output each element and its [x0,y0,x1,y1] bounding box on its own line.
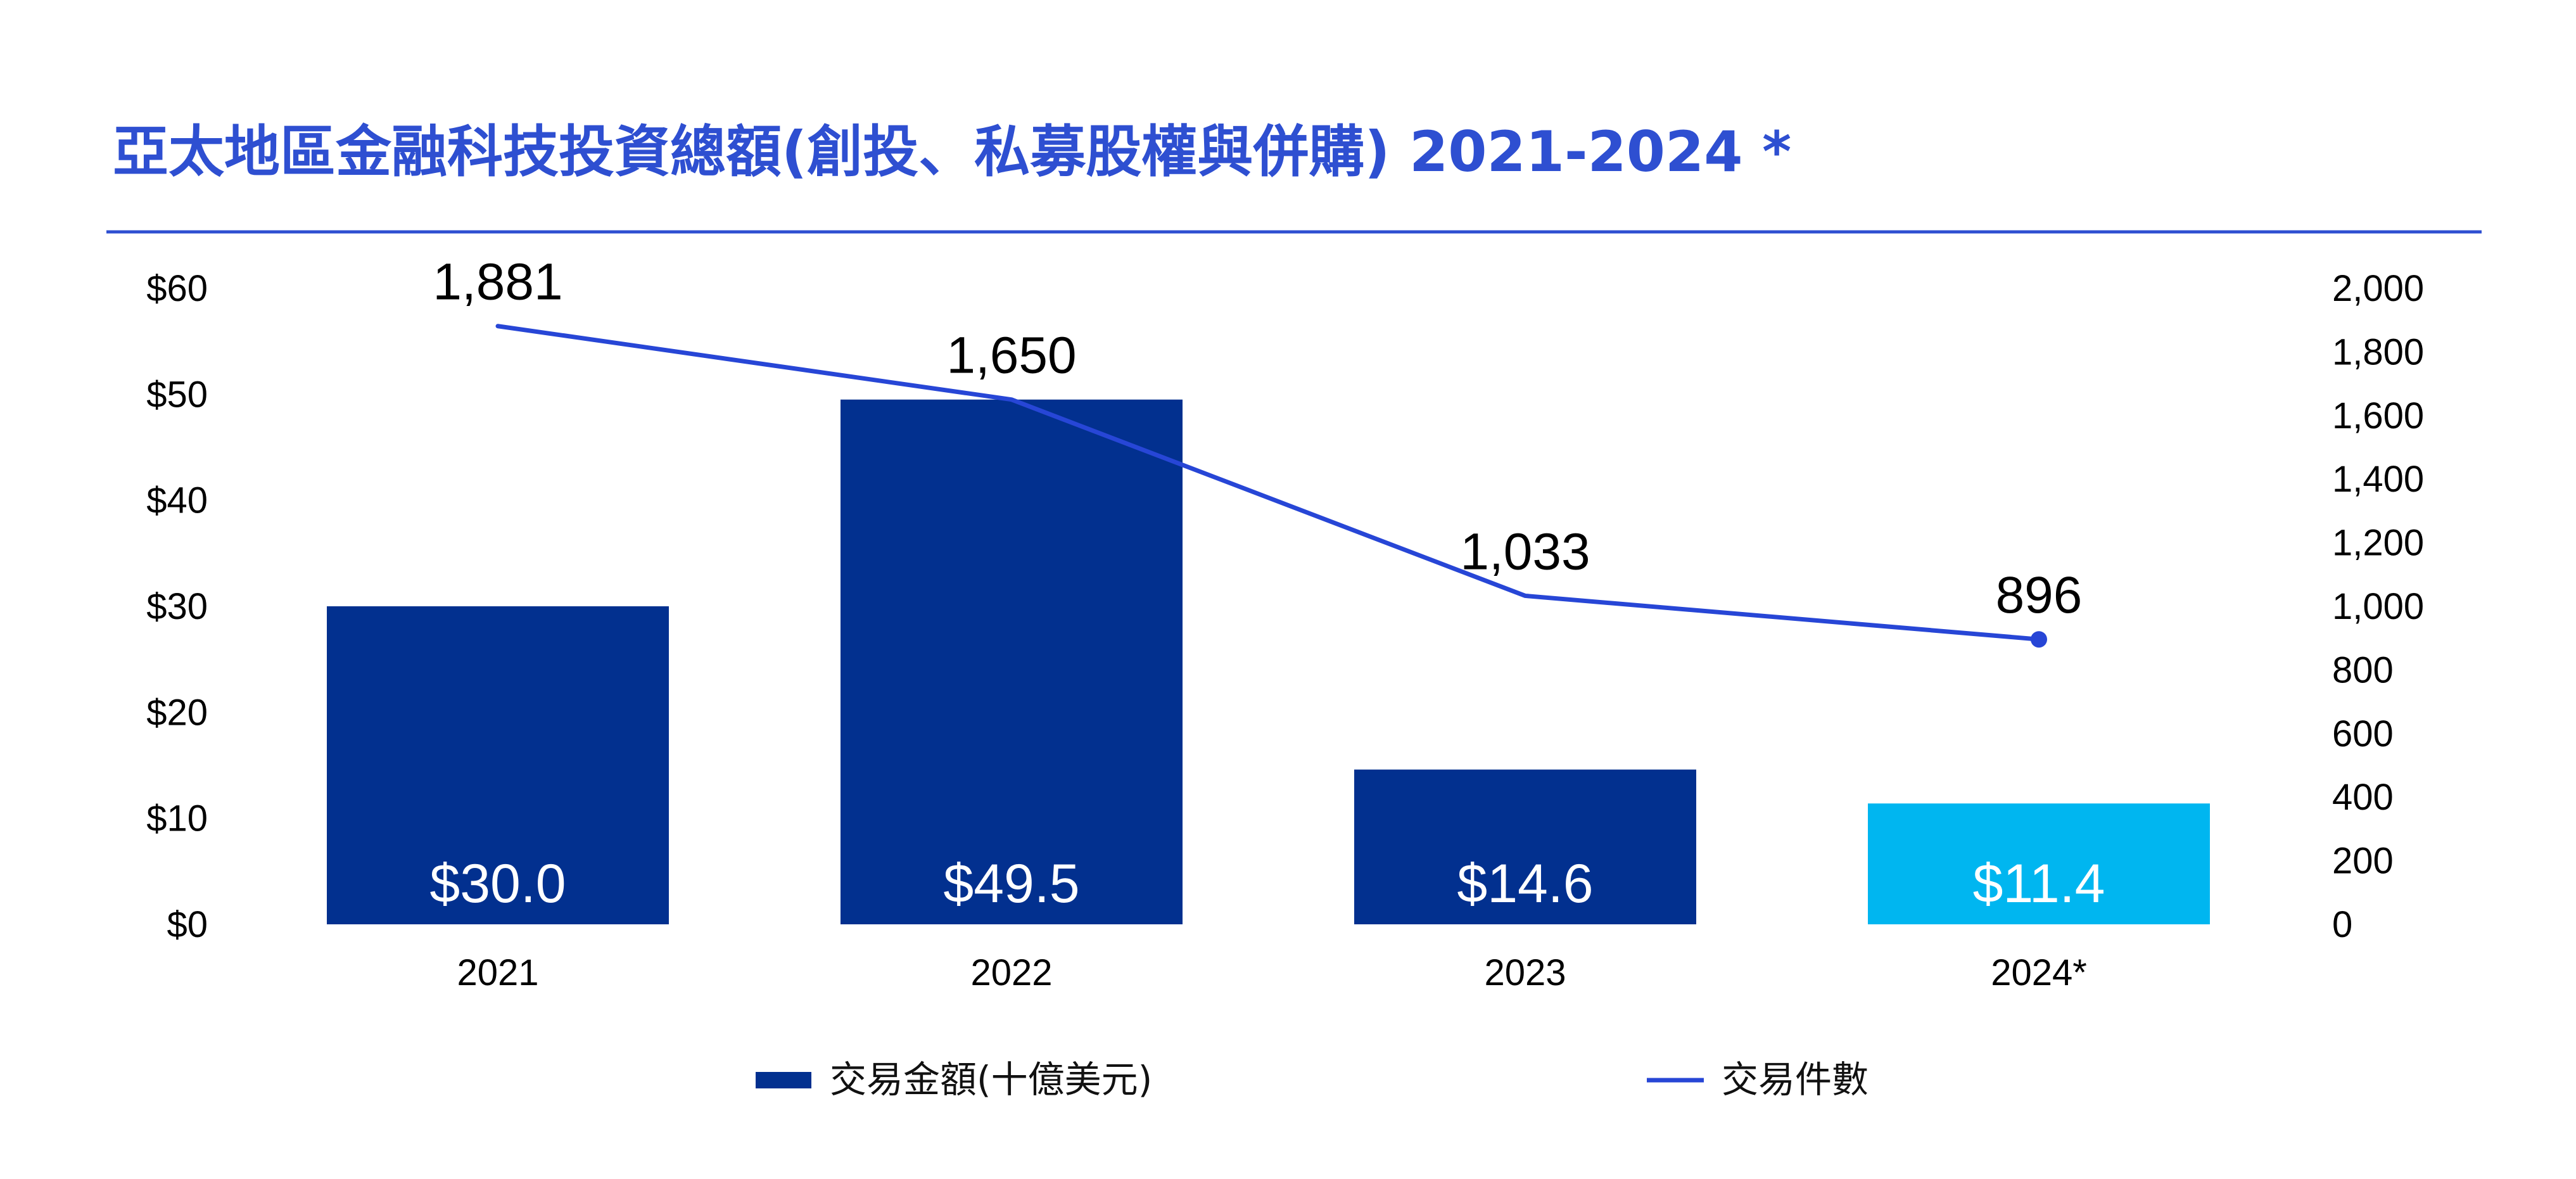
bar-value-label: $30.0 [429,853,566,914]
x-tick-label: 2021 [457,952,538,993]
line-value-label: 896 [1996,566,2083,624]
left-tick-label: $10 [146,798,208,839]
bar-value-label: $14.6 [1457,853,1593,914]
left-tick-label: $30 [146,586,208,627]
bar [841,399,1183,924]
right-tick-label: 800 [2332,649,2394,691]
right-tick-label: 1,200 [2332,523,2424,564]
bar [327,606,669,924]
left-y-axis: $0 $10 $20 $30 $40 $50 $60 [146,268,208,945]
legend-bar-label: 交易金額(十億美元) [830,1058,1152,1101]
right-tick-label: 2,000 [2332,268,2424,309]
right-tick-label: 1,000 [2332,586,2424,627]
left-tick-label: $0 [167,904,208,945]
right-tick-label: 400 [2332,777,2394,818]
line-value-labels: 1,881 1,650 1,033 896 [433,253,2082,624]
bar [1868,803,2210,924]
left-tick-label: $60 [146,268,208,309]
bar-value-label: $49.5 [943,853,1079,914]
line-series [495,324,2047,648]
x-axis: 2021 2022 2023 2024* [457,952,2086,993]
line-value-label: 1,881 [433,253,562,311]
bar-value-label: $11.4 [1973,853,2105,914]
bar [1354,769,1696,924]
right-tick-label: 600 [2332,713,2394,755]
line-path [495,324,2041,642]
line-point-marker [2031,631,2047,648]
right-tick-label: 1,600 [2332,395,2424,437]
line-value-label: 1,650 [946,327,1076,385]
line-value-label: 1,033 [1460,523,1590,580]
right-y-axis: 0 200 400 600 800 1,000 1,200 1,400 1,600 1,800 2,… [2332,268,2424,945]
right-tick-label: 0 [2332,904,2352,945]
left-tick-label: $50 [146,374,208,415]
legend: 交易金額(十億美元) 交易件數 [756,1058,1869,1101]
right-tick-label: 1,400 [2332,459,2424,500]
x-tick-label: 2023 [1484,952,1566,993]
right-tick-label: 1,800 [2332,331,2424,373]
legend-bar-swatch [756,1072,811,1088]
right-tick-label: 200 [2332,841,2394,882]
bar-value-labels: $30.0 $49.5 $14.6 $11.4 [429,853,2105,914]
legend-line-label: 交易件數 [1722,1058,1869,1101]
x-tick-label: 2024* [1991,952,2087,993]
x-tick-label: 2022 [970,952,1052,993]
left-tick-label: $20 [146,692,208,733]
bar-series [327,399,2210,924]
left-tick-label: $40 [146,480,208,521]
chart-title: 亞太地區金融科技投資總額(創投、私募股權與併購) 2021-2024 * [113,119,1791,184]
